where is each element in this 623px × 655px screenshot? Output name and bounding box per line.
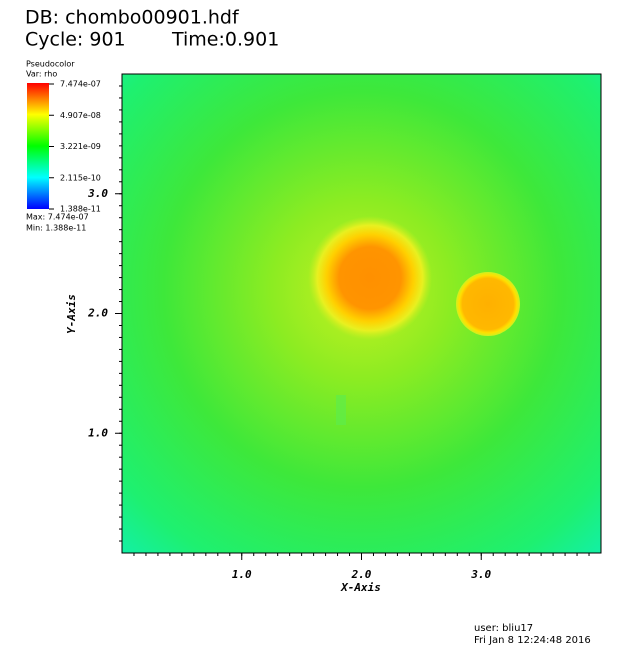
time: Time:0.901 [171, 29, 279, 51]
db-name: DB: chombo00901.hdf [25, 7, 240, 29]
plot-field [122, 74, 601, 553]
legend-label: 1.388e-11 [60, 205, 101, 214]
y-tick-label: 3.0 [87, 187, 108, 200]
color-bar [27, 83, 49, 209]
legend-label: 2.115e-10 [60, 173, 101, 182]
legend-label: 7.474e-07 [60, 80, 101, 89]
legend-label: 4.907e-08 [60, 111, 101, 120]
x-tick-label: 1.0 [232, 568, 252, 581]
legend-max: Max: 7.474e-07 [26, 213, 89, 222]
legend-label: 3.221e-09 [60, 142, 101, 151]
x-axis-label: X-Axis [340, 581, 381, 594]
dense-sphere [456, 272, 520, 336]
x-tick-label: 2.0 [351, 568, 372, 581]
user: user: bliu17 [474, 623, 533, 634]
y-axis-label: Y-Axis [65, 294, 78, 334]
legend-title: Pseudocolor [26, 60, 75, 69]
dense-region [308, 216, 432, 340]
field-feature [336, 395, 346, 425]
date: Fri Jan 8 12:24:48 2016 [474, 635, 591, 646]
x-tick-label: 3.0 [470, 568, 491, 581]
cycle: Cycle: 901 [25, 29, 126, 51]
legend-min: Min: 1.388e-11 [26, 224, 86, 233]
legend-var: Var: rho [26, 70, 57, 79]
y-tick-label: 2.0 [87, 307, 108, 320]
y-tick-label: 1.0 [88, 426, 108, 439]
